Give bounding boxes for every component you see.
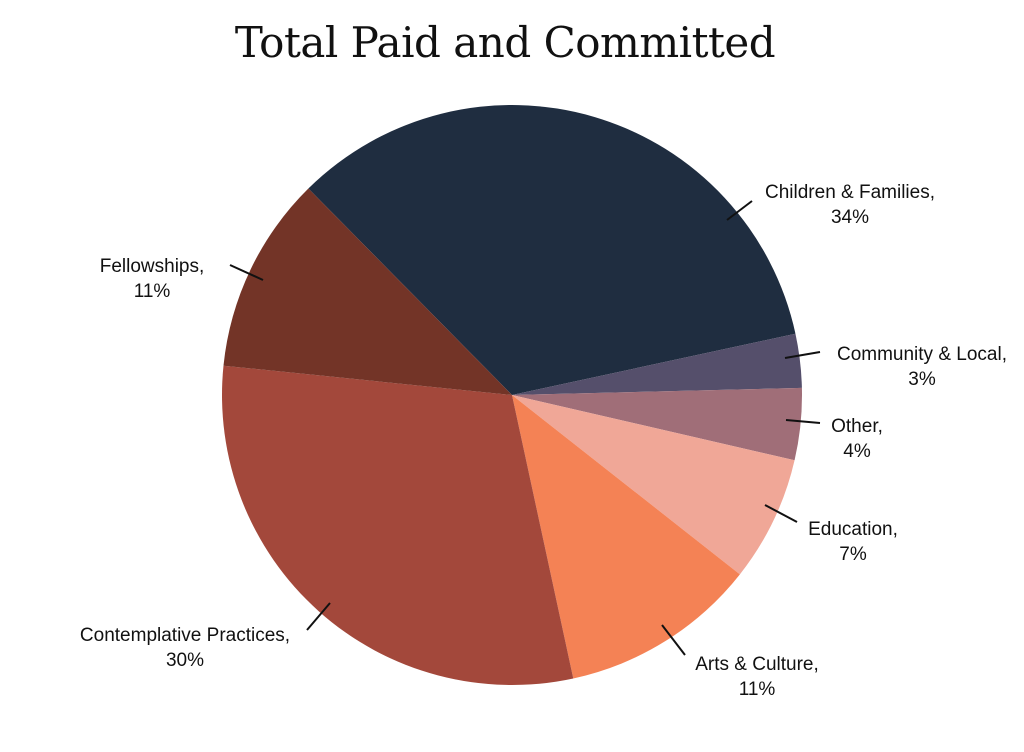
- slice-label-name: Arts & Culture,: [695, 654, 819, 675]
- chart-title: Total Paid and Committed: [234, 18, 776, 67]
- pie-slice-fellowships: [223, 188, 512, 395]
- leader-line: [229, 264, 264, 281]
- slice-label-percent: 11%: [134, 281, 171, 302]
- slice-label: Fellowships, 11%: [100, 256, 205, 302]
- pie-slice-contemplative-practices: [221, 365, 574, 686]
- pie-slice-other: [512, 387, 802, 461]
- slice-label-percent: 11%: [739, 679, 776, 700]
- slice-label: Contemplative Practices, 30%: [80, 625, 290, 671]
- leader-line: [764, 504, 798, 523]
- slice-label-name: Contemplative Practices,: [80, 625, 290, 646]
- slice-label-name: Community & Local,: [837, 344, 1007, 365]
- slice-label: Community & Local, 3%: [837, 344, 1007, 390]
- leader-line: [661, 624, 686, 656]
- slice-label: Children & Families, 34%: [765, 182, 935, 228]
- slice-label: Other, 4%: [831, 416, 883, 462]
- slice-label-percent: 34%: [831, 207, 869, 228]
- slice-label-name: Education,: [808, 519, 898, 540]
- slice-label-name: Fellowships,: [100, 256, 205, 277]
- leader-line: [785, 419, 821, 424]
- leader-line: [784, 351, 821, 359]
- slice-label-percent: 7%: [839, 544, 867, 565]
- slice-label: Education, 7%: [808, 519, 898, 565]
- slice-label-name: Children & Families,: [765, 182, 935, 203]
- slice-label: Arts & Culture, 11%: [695, 654, 819, 700]
- pie-slice-education: [512, 395, 795, 575]
- slice-label-percent: 4%: [843, 441, 871, 462]
- leader-line: [306, 602, 331, 631]
- leader-line: [726, 200, 753, 221]
- pie-slice-children-families: [308, 104, 796, 395]
- slice-label-percent: 30%: [166, 650, 204, 671]
- slice-label-percent: 3%: [908, 369, 936, 390]
- slice-label-name: Other,: [831, 416, 883, 437]
- pie-slice-arts-culture: [512, 395, 740, 679]
- pie-slice-community-local: [512, 333, 802, 395]
